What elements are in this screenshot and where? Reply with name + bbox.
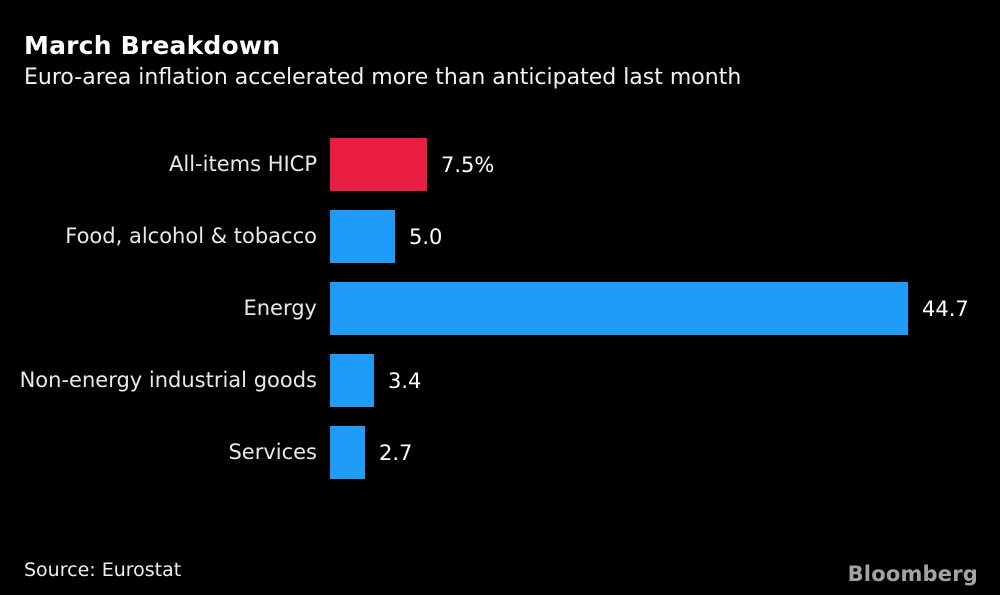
category-label: All-items HICP <box>169 151 317 176</box>
bar-zone: 2.7 <box>330 426 1000 479</box>
category-label: Food, alcohol & tobacco <box>65 223 317 248</box>
bar <box>330 282 908 335</box>
bar-chart: All-items HICP 7.5% Food, alcohol & tobacc… <box>0 138 1000 479</box>
bar-zone: 7.5% <box>330 138 1000 191</box>
category-label: Energy <box>243 295 317 320</box>
chart-row: Services 2.7 <box>0 426 1000 479</box>
value-label: 2.7 <box>379 440 413 465</box>
bar-zone: 5.0 <box>330 210 1000 263</box>
value-label: 5.0 <box>409 224 443 249</box>
chart-subtitle: Euro-area inflation accelerated more tha… <box>24 65 742 91</box>
bloomberg-logo: Bloomberg <box>847 562 978 586</box>
category-label: Services <box>228 439 317 464</box>
bar-zone: 3.4 <box>330 354 1000 407</box>
chart-title: March Breakdown <box>24 31 281 60</box>
bar <box>330 138 427 191</box>
value-label: 3.4 <box>388 368 422 393</box>
chart-header: March Breakdown Euro-area inflation acce… <box>24 30 980 93</box>
chart-row: Non-energy industrial goods 3.4 <box>0 354 1000 407</box>
bar <box>330 426 365 479</box>
source-note: Source: Eurostat <box>24 559 182 581</box>
chart-row: All-items HICP 7.5% <box>0 138 1000 191</box>
bar <box>330 354 374 407</box>
value-label: 44.7 <box>922 296 969 321</box>
chart-row: Food, alcohol & tobacco 5.0 <box>0 210 1000 263</box>
value-label: 7.5% <box>441 152 495 177</box>
chart-row: Energy 44.7 <box>0 282 1000 335</box>
bar <box>330 210 395 263</box>
bar-zone: 44.7 <box>330 282 1000 335</box>
category-label: Non-energy industrial goods <box>19 367 317 392</box>
